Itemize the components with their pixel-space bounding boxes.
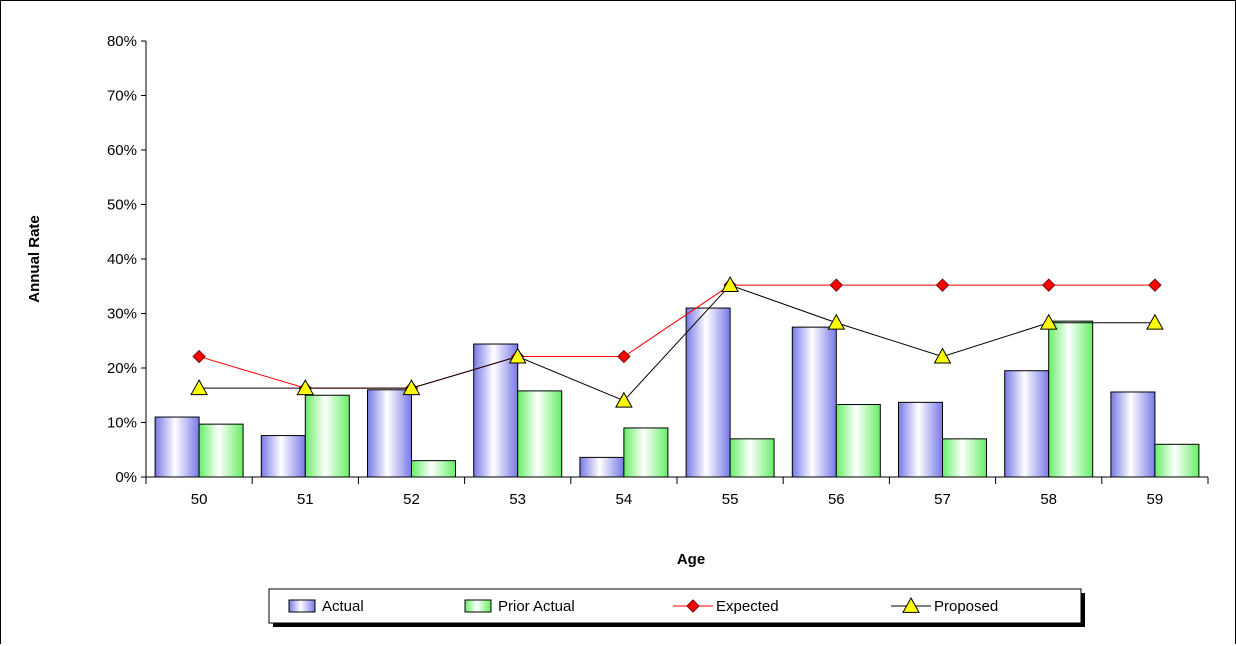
y-tick-label: 60% xyxy=(107,142,137,159)
legend-label-actual: Actual xyxy=(322,598,364,615)
x-tick-label: 56 xyxy=(828,491,845,508)
bar-prior-actual xyxy=(942,438,987,478)
x-tick-label: 59 xyxy=(1147,491,1164,508)
legend-swatch-actual xyxy=(288,599,316,613)
marker-proposed xyxy=(402,379,421,396)
marker-proposed xyxy=(827,313,846,330)
bar-prior-actual xyxy=(517,390,563,478)
bar-actual xyxy=(1004,370,1050,478)
bar-prior-actual xyxy=(411,460,456,478)
y-tick-label: 10% xyxy=(107,415,137,432)
bar-prior-actual xyxy=(1154,443,1200,478)
bar-actual xyxy=(260,435,306,478)
x-tick-label: 51 xyxy=(297,491,314,508)
bar-prior-actual xyxy=(198,423,244,478)
bar-prior-actual xyxy=(729,438,775,478)
lines xyxy=(190,276,1164,408)
x-axis: 50 51 52 53 54 55 56 57 58 59 xyxy=(145,476,1209,508)
legend-label-proposed: Proposed xyxy=(934,598,998,615)
bar-prior-actual xyxy=(623,427,669,478)
marker-expected xyxy=(829,278,844,292)
legend-label-expected: Expected xyxy=(716,598,779,615)
x-tick-label: 58 xyxy=(1040,491,1057,508)
bar-prior-actual xyxy=(835,404,881,478)
y-tick-label: 20% xyxy=(107,360,137,377)
marker-expected xyxy=(1148,278,1162,292)
marker-proposed xyxy=(296,379,315,396)
y-axis: 0% 10% 20% 30% 40% 50% 60% 70% 80% xyxy=(107,33,147,486)
legend-marker-proposed xyxy=(902,596,920,613)
legend-swatch-prior-actual xyxy=(464,599,492,613)
bars xyxy=(154,307,1200,478)
marker-proposed xyxy=(508,347,527,364)
legend-label-prior-actual: Prior Actual xyxy=(498,598,575,615)
y-tick-label: 0% xyxy=(115,469,137,486)
y-tick-label: 80% xyxy=(107,33,137,50)
marker-expected xyxy=(1041,278,1056,292)
bar-actual xyxy=(154,416,200,478)
marker-expected xyxy=(192,349,206,364)
bar-prior-actual xyxy=(1048,320,1094,478)
marker-proposed xyxy=(1039,313,1058,330)
bar-actual xyxy=(579,456,625,478)
bar-prior-actual xyxy=(304,394,350,478)
bar-actual xyxy=(791,326,837,478)
x-tick-label: 55 xyxy=(722,491,739,508)
y-tick-label: 50% xyxy=(107,197,137,214)
bar-actual xyxy=(367,389,412,478)
y-tick-label: 30% xyxy=(107,306,137,323)
x-tick-label: 53 xyxy=(509,491,526,508)
bar-actual xyxy=(685,307,731,478)
marker-proposed xyxy=(1146,313,1164,330)
x-tick-label: 52 xyxy=(403,491,420,508)
x-tick-label: 50 xyxy=(191,491,208,508)
bar-actual xyxy=(473,343,519,478)
marker-proposed xyxy=(721,276,739,293)
y-axis-title: Annual Rate xyxy=(26,215,43,303)
x-tick-label: 54 xyxy=(616,491,633,508)
line-proposed xyxy=(199,284,1155,402)
legend: Actual Prior Actual Expected Proposed xyxy=(268,588,1085,627)
y-tick-label: 40% xyxy=(107,251,137,268)
marker-proposed xyxy=(933,347,952,364)
bar-actual xyxy=(1110,391,1156,478)
marker-expected xyxy=(935,278,950,292)
marker-proposed xyxy=(190,379,208,396)
bar-actual xyxy=(898,401,943,478)
y-tick-label: 70% xyxy=(107,88,137,105)
x-axis-title: Age xyxy=(677,551,705,568)
marker-expected xyxy=(617,349,631,364)
x-tick-label: 57 xyxy=(934,491,951,508)
marker-proposed xyxy=(615,391,633,408)
legend-marker-expected xyxy=(686,599,700,613)
